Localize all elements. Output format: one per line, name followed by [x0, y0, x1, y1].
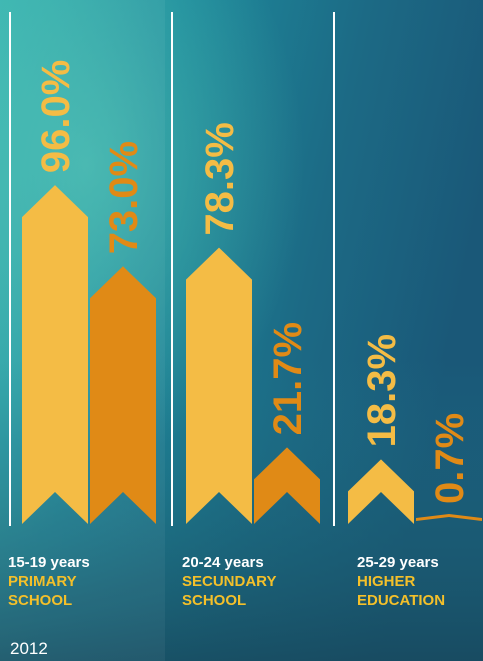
- category-level-line1-1: SECUNDARY: [182, 573, 277, 590]
- value-labels-group: 96.0% 78.3% 18.3% 73.0% 21.7% 0.7%: [34, 60, 472, 504]
- category-age-2: 25-29 years: [357, 554, 439, 571]
- bar-s0-c1: [186, 247, 252, 524]
- category-label-1: 20-24 years SECUNDARY SCHOOL: [182, 553, 332, 610]
- bar-s0-c0: [22, 185, 88, 524]
- category-level-line2-2: EDUCATION: [357, 592, 446, 609]
- column-dividers: [9, 12, 335, 526]
- value-label-s1-c2: 0.7%: [428, 413, 472, 504]
- bar-s0-c2: [348, 459, 414, 524]
- category-level-line1-2: HIGHER: [357, 573, 416, 590]
- category-level-line1-0: PRIMARY: [8, 573, 77, 590]
- bar-s1-c0: [90, 266, 156, 524]
- category-level-line2-1: SCHOOL: [182, 592, 247, 609]
- category-label-0: 15-19 years PRIMARY SCHOOL: [8, 553, 158, 610]
- category-age-1: 20-24 years: [182, 554, 264, 571]
- bar-s1-c2: [416, 514, 482, 521]
- value-label-s0-c1: 78.3%: [198, 122, 242, 235]
- value-label-s0-c0: 96.0%: [34, 60, 78, 173]
- value-label-s1-c0: 73.0%: [102, 141, 146, 254]
- value-label-s0-c2: 18.3%: [360, 334, 404, 447]
- bars-group: [22, 185, 482, 524]
- category-level-line2-0: SCHOOL: [8, 592, 73, 609]
- value-label-s1-c1: 21.7%: [266, 322, 310, 435]
- bar-s1-c1: [254, 447, 320, 524]
- category-age-0: 15-19 years: [8, 554, 90, 571]
- category-label-2: 25-29 years HIGHER EDUCATION: [357, 553, 483, 610]
- year-label: 2012: [10, 639, 48, 658]
